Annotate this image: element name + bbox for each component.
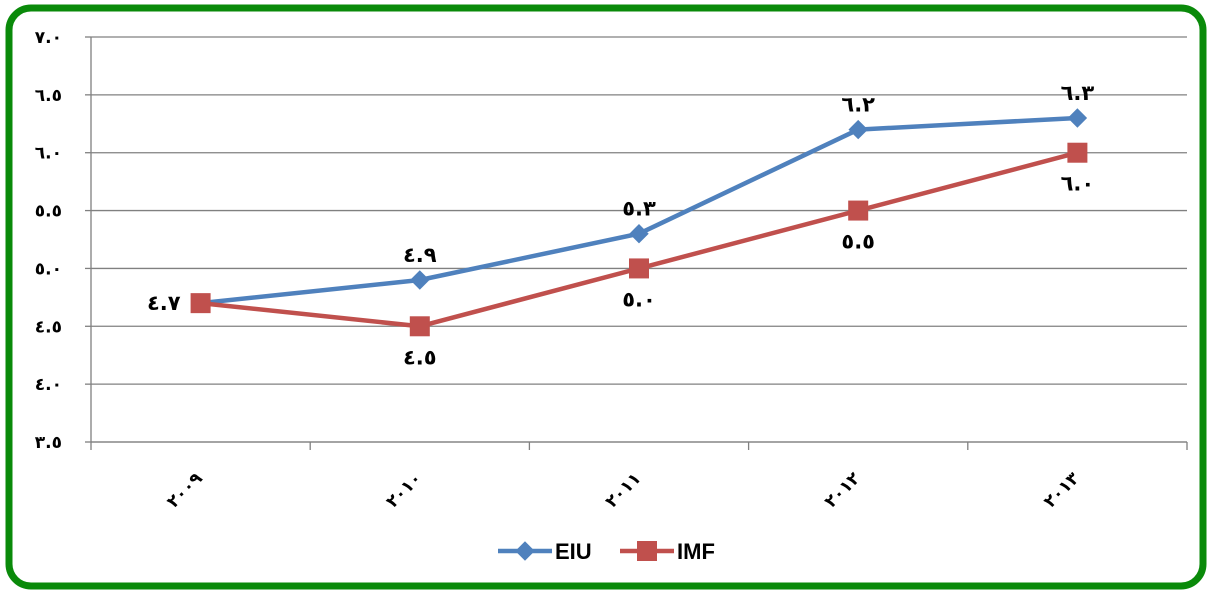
data-label-eiu: ٦.٣ (1061, 81, 1095, 105)
y-tick-label: ٥.٥ (35, 202, 62, 222)
y-tick-label: ٦.٠ (35, 144, 62, 164)
legend-item-eiu: EIU (498, 539, 592, 564)
data-label-imf: ٥.٥ (841, 230, 875, 254)
series-lines (190, 108, 1088, 337)
y-tick-label: ٤.٥ (35, 317, 62, 337)
data-point-marker (409, 316, 430, 337)
data-label-eiu: ٥.٣ (622, 197, 656, 221)
data-point-marker (629, 224, 649, 244)
data-label-eiu: ٤.٧ (147, 291, 181, 315)
y-tick-label: ٤.٠ (35, 375, 62, 395)
series-eiu (190, 108, 1088, 313)
data-label-eiu: ٦.٢ (841, 93, 875, 117)
legend: EIU IMF (498, 539, 715, 564)
legend-item-imf: IMF (620, 539, 715, 564)
y-tick-label: ٧.٠ (35, 28, 62, 48)
data-point-marker (1067, 108, 1088, 128)
legend-label: IMF (677, 539, 715, 564)
data-point-marker (190, 293, 211, 314)
data-label-eiu: ٤.٩ (403, 243, 437, 267)
data-labels: ٤.٧ ٤.٩ ٥.٣ ٦.٢ ٦.٣ ٤.٥ ٥.٠ ٥.٥ ٦.٠ (147, 81, 1094, 369)
data-point-marker (410, 270, 430, 290)
y-tick-label: ٣.٥ (35, 433, 62, 453)
data-point-marker (637, 541, 657, 561)
legend-label: EIU (555, 539, 592, 564)
data-label-imf: ٥.٠ (622, 287, 656, 311)
data-point-marker (848, 200, 869, 221)
y-tick-label: ٥.٠ (35, 259, 62, 279)
data-point-marker (515, 541, 535, 561)
data-label-imf: ٤.٥ (403, 345, 437, 369)
y-tick-label: ٦.٥ (35, 86, 62, 106)
data-point-marker (848, 119, 868, 140)
data-point-marker (629, 258, 649, 279)
data-label-imf: ٦.٠ (1061, 172, 1095, 196)
series-imf (190, 142, 1088, 337)
data-point-marker (1067, 142, 1088, 163)
